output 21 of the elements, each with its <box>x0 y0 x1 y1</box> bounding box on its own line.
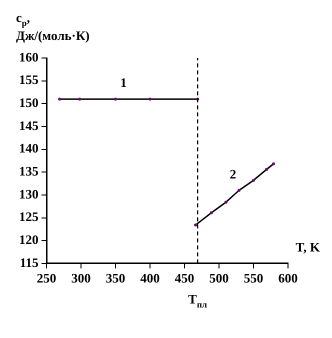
series-label: 2 <box>230 166 236 182</box>
y-tick-label: 115 <box>20 254 39 270</box>
y-tick-label: 145 <box>19 118 39 133</box>
series-label: 1 <box>120 75 127 90</box>
x-tick-label: 350 <box>106 270 126 286</box>
x-tick-label: 600 <box>278 270 298 286</box>
y-tick-label: 135 <box>19 163 39 178</box>
x-tick-label: 450 <box>174 270 194 286</box>
y-tick-label: 125 <box>19 209 39 224</box>
y-tick-label: 160 <box>19 49 38 64</box>
x-tick-label: 500 <box>209 270 229 286</box>
y-tick-label: 155 <box>19 72 39 88</box>
y-tick-label: 140 <box>19 140 38 156</box>
y-tick-label: 120 <box>19 232 38 247</box>
x-axis-title: T, K <box>296 239 321 254</box>
x-tick-label: 550 <box>244 270 264 286</box>
y-tick-label: 130 <box>19 186 38 202</box>
x-tick-label: 250 <box>36 270 56 286</box>
x-tick-label: 400 <box>140 270 160 286</box>
x-tick-label: 300 <box>71 270 91 286</box>
y-tick-label: 150 <box>19 95 38 110</box>
